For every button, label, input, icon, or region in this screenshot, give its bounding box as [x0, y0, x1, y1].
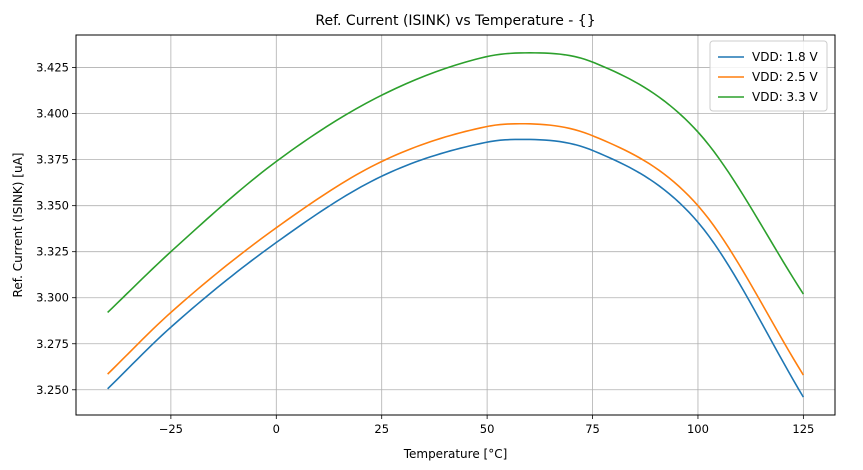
- legend-entry: VDD: 2.5 V: [752, 70, 818, 84]
- x-tick-label: 0: [273, 422, 280, 436]
- y-tick-label: 3.375: [36, 153, 69, 167]
- grid: [76, 35, 835, 415]
- y-tick-label: 3.425: [36, 61, 69, 75]
- y-tick-label: 3.400: [36, 107, 69, 121]
- y-tick-label: 3.250: [36, 383, 69, 397]
- x-axis-label: Temperature [°C]: [403, 447, 508, 461]
- y-tick-label: 3.350: [36, 199, 69, 213]
- y-tick-label: 3.300: [36, 291, 69, 305]
- y-tick-label: 3.325: [36, 245, 69, 259]
- legend-box: [709, 40, 828, 112]
- series-line-1: [107, 138, 805, 398]
- legend: VDD: 1.8 V VDD: 2.5 V VDD: 3.3 V: [709, 40, 828, 112]
- plot-frame: [75, 34, 836, 416]
- x-tick-label: 100: [687, 422, 709, 436]
- x-axis: −25 0 25 50 75 100 125: [159, 415, 814, 436]
- series-layer: [107, 52, 805, 398]
- x-tick-label: −25: [159, 422, 183, 436]
- chart-title: Ref. Current (ISINK) vs Temperature - {}: [315, 13, 595, 29]
- x-tick-label: 75: [585, 422, 600, 436]
- y-tick-label: 3.275: [36, 337, 69, 351]
- legend-entry: VDD: 3.3 V: [752, 90, 818, 104]
- x-tick-label: 25: [374, 422, 389, 436]
- y-axis-label: Ref. Current (ISINK) [uA]: [11, 153, 25, 298]
- x-tick-label: 50: [480, 422, 495, 436]
- y-axis: 3.250 3.275 3.300 3.325 3.350 3.375 3.400 3.425: [36, 61, 76, 397]
- series-line-2: [107, 122, 805, 376]
- legend-entry: VDD: 1.8 V: [752, 50, 818, 64]
- plot-area: [76, 35, 835, 415]
- series-line-3: [107, 52, 805, 314]
- x-tick-label: 125: [792, 422, 814, 436]
